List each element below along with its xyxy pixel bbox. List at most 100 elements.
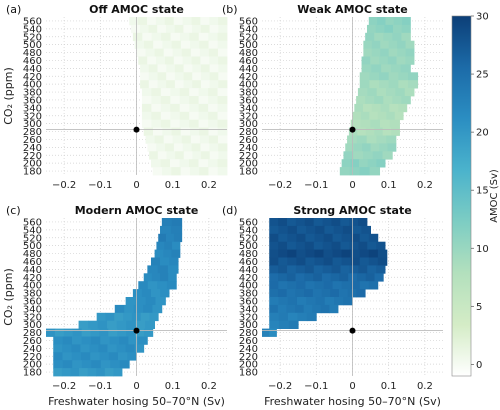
heatmap-cell [90,352,100,361]
heatmap-cell [277,289,288,298]
heatmap-cell [365,273,375,282]
heatmap-cell [296,281,306,290]
heatmap-cell [278,265,288,274]
heatmap-cell [154,249,164,258]
heatmap-cell [278,281,288,290]
heatmap-cell [209,72,219,81]
heatmap-cell [147,281,158,290]
heatmap-cell [96,312,106,322]
heatmap-cell [401,24,411,34]
heatmap-cell [174,80,184,89]
heatmap-cell [362,143,371,152]
heatmap-cell [209,151,219,160]
heatmap-cell [312,304,322,314]
heatmap-cell [269,265,279,274]
heatmap-cell [369,167,381,176]
heatmap-cell [350,249,361,258]
heatmap-cell [158,233,167,243]
panel-label: (a) [6,3,21,16]
heatmap-cell [341,233,352,243]
heatmap-cell [90,336,101,345]
heatmap-cell [143,328,154,337]
heatmap-cell [208,103,218,113]
heatmap-cell [105,312,115,322]
heatmap-cell [269,218,279,227]
heatmap-cell [191,56,201,65]
heatmap-cell [392,96,402,105]
heatmap-cell [200,80,211,89]
heatmap-cell [350,159,360,168]
heatmap-cell [357,127,367,136]
heatmap-cell [80,344,90,353]
heatmap-cell [287,233,297,243]
heatmap-cell [388,72,399,81]
heatmap-cell [147,17,157,26]
heatmap-cell [152,304,163,314]
colorbar-bar [451,15,472,377]
heatmap-cell [296,233,306,243]
heatmap-cell [160,289,170,298]
heatmap-cell [53,344,63,353]
y-tick-label: 240 [23,344,42,355]
heatmap-cell [152,167,163,176]
y-tick-label: 400 [239,80,258,91]
heatmap-cell [150,289,161,298]
heatmap-cell [183,151,193,160]
reference-marker [133,327,140,334]
x-tick-label: −0.1 [304,180,328,191]
heatmap-cell [125,297,136,306]
heatmap-cell [356,289,366,298]
heatmap-cell [349,241,359,250]
heatmap-cell [323,249,333,258]
y-tick-label: 380 [23,289,42,300]
y-tick-label: 440 [239,64,258,75]
heatmap-cell [363,40,373,49]
heatmap-cell [131,24,141,34]
heatmap-cell [320,304,330,314]
heatmap-cell [321,289,331,298]
heatmap-cell [357,88,368,97]
heatmap-cell [405,56,415,65]
y-tick-label: 520 [23,233,42,244]
heatmap-cell [360,111,370,121]
y-tick-label: 200 [239,159,258,170]
colorbar-tick-label: 20 [476,128,489,139]
heatmap-cell [173,56,184,65]
heatmap-cell [370,56,380,65]
y-tick-label: 460 [239,257,258,268]
y-tick-label: 400 [23,281,42,292]
heatmap-cell [397,48,406,57]
heatmap-cell [305,281,315,290]
heatmap-cell [278,273,288,282]
heatmap-cell [119,360,130,369]
heatmap-cell [322,265,333,274]
heatmap-cell [208,119,218,128]
heatmap-cell [140,312,150,322]
heatmap-cell [173,233,183,243]
heatmap-cell [154,135,165,144]
heatmap-cell [166,281,177,290]
x-tick-label: 0.2 [201,180,217,191]
heatmap-cell [367,88,378,97]
y-tick-label: 400 [23,80,42,91]
heatmap-cell [352,225,362,235]
heatmap-cell [162,167,172,176]
heatmap-cell [339,289,349,298]
heatmap-cell [170,88,181,97]
heatmap-cell [339,167,351,176]
colorbar-tick-label: 0 [476,360,482,371]
x-tick-label: 0.1 [381,180,397,191]
heatmap-cell [179,159,190,168]
heatmap-cell [288,320,299,329]
heatmap-cell [53,352,63,361]
heatmap-cell [405,40,415,49]
heatmap-cell [356,96,366,105]
heatmap-cell [376,241,386,250]
heatmap-cell [208,127,219,136]
heatmap-cell [363,48,373,57]
heatmap-cell [208,159,218,168]
heatmap-cell [208,167,219,176]
heatmap-cell [377,249,388,258]
y-axis-label: CO₂ (ppm) [2,268,15,326]
heatmap-cell [139,24,149,34]
